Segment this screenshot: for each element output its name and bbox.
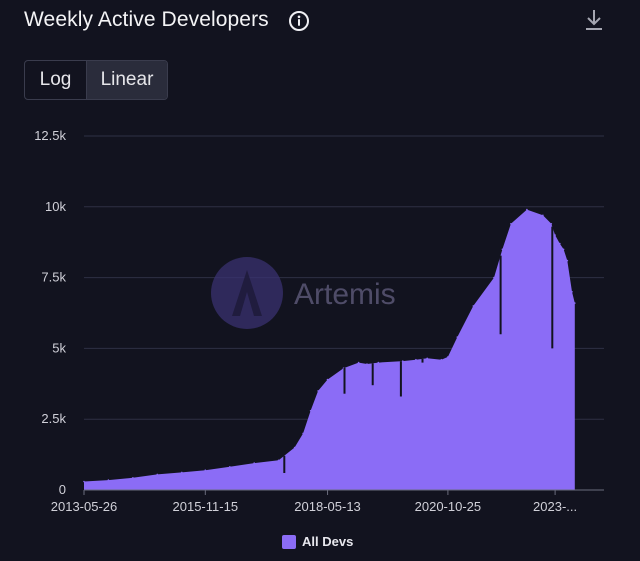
data-point — [566, 259, 569, 262]
data-point — [204, 469, 207, 472]
data-point — [559, 242, 561, 245]
data-point — [447, 356, 449, 358]
data-point — [571, 291, 573, 293]
y-tick-label: 5k — [52, 340, 66, 355]
data-point — [501, 248, 504, 251]
data-point — [132, 477, 134, 479]
legend-label: All Devs — [302, 534, 354, 549]
data-point — [229, 466, 231, 468]
data-point — [472, 305, 475, 307]
data-point — [181, 471, 183, 474]
series-area-all-devs — [84, 209, 575, 490]
data-point — [293, 446, 296, 449]
linear-scale-button[interactable]: Linear — [87, 61, 167, 99]
data-point — [277, 459, 280, 462]
log-scale-button[interactable]: Log — [25, 61, 87, 99]
data-point — [493, 276, 495, 279]
scale-toggle: Log Linear — [24, 60, 168, 100]
legend-swatch — [282, 534, 296, 549]
data-point — [542, 214, 544, 217]
data-point — [326, 378, 329, 381]
data-point — [317, 390, 319, 392]
data-point — [574, 302, 576, 304]
info-icon[interactable] — [288, 10, 310, 32]
data-point — [302, 432, 304, 435]
data-point — [366, 363, 368, 365]
x-tick-label: 2023-... — [533, 499, 577, 514]
legend[interactable]: All Devs — [282, 534, 353, 549]
data-point — [156, 473, 159, 476]
data-point — [415, 358, 417, 361]
y-tick-label: 0 — [59, 482, 66, 497]
data-point — [550, 223, 553, 225]
x-tick-label: 2020-10-25 — [415, 499, 482, 514]
x-tick-label: 2013-05-26 — [51, 499, 118, 514]
y-tick-label: 12.5k — [34, 128, 66, 143]
y-tick-label: 7.5k — [41, 270, 66, 285]
data-point — [456, 336, 459, 338]
watermark-logo — [211, 257, 283, 329]
data-point — [253, 462, 255, 464]
data-point — [377, 361, 380, 364]
data-point — [526, 208, 528, 211]
data-point — [510, 223, 512, 225]
data-point — [107, 479, 110, 481]
y-tick-label: 10k — [45, 199, 66, 214]
data-point — [440, 358, 443, 361]
data-point — [554, 234, 556, 236]
x-axis-ticks: 2013-05-26 2015-11-15 2018-05-13 2020-10-25… — [51, 489, 604, 514]
data-point — [562, 248, 565, 251]
y-axis-ticks: 0 2.5k 5k 7.5k 10k 12.5k — [34, 128, 66, 497]
page-title: Weekly Active Developers — [24, 8, 269, 31]
watermark-logo-mark — [232, 270, 262, 316]
area-layer — [83, 208, 576, 490]
data-point — [357, 361, 360, 364]
watermark-text: Artemis — [294, 278, 396, 311]
data-point — [83, 480, 85, 483]
y-tick-label: 2.5k — [41, 411, 66, 426]
download-icon[interactable] — [582, 8, 606, 34]
x-tick-label: 2015-11-15 — [173, 499, 239, 514]
watermark: Artemis — [211, 257, 396, 329]
x-tick-label: 2018-05-13 — [294, 499, 361, 514]
data-point — [402, 360, 404, 362]
data-point — [426, 357, 429, 360]
data-point — [309, 409, 312, 412]
